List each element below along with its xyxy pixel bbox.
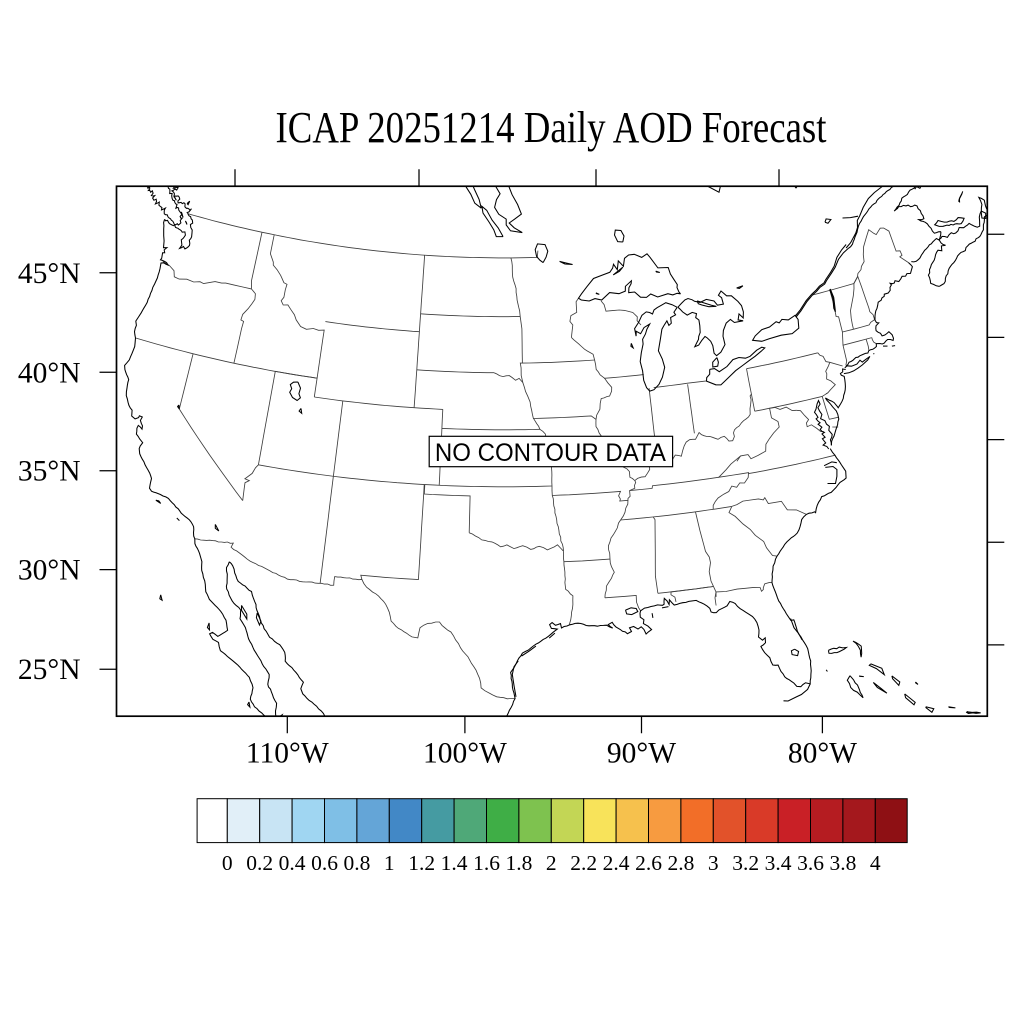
svg-text:2.2: 2.2 (570, 851, 597, 875)
svg-text:NO CONTOUR DATA: NO CONTOUR DATA (435, 440, 667, 467)
svg-text:3: 3 (708, 851, 719, 875)
svg-text:2.8: 2.8 (667, 851, 694, 875)
svg-text:100°W: 100°W (423, 738, 507, 770)
svg-text:80°W: 80°W (788, 738, 857, 770)
svg-text:1.2: 1.2 (408, 851, 435, 875)
svg-text:25°N: 25°N (18, 654, 81, 686)
svg-text:2.4: 2.4 (603, 851, 630, 875)
svg-text:0.6: 0.6 (311, 851, 338, 875)
svg-text:4: 4 (870, 851, 881, 875)
svg-text:0.4: 0.4 (279, 851, 306, 875)
svg-text:ICAP 20251214 Daily AOD Foreca: ICAP 20251214 Daily AOD Forecast (276, 103, 827, 152)
svg-text:0.2: 0.2 (246, 851, 273, 875)
svg-text:90°W: 90°W (607, 738, 676, 770)
svg-text:2.6: 2.6 (635, 851, 662, 875)
svg-text:0: 0 (222, 851, 233, 875)
svg-text:1.8: 1.8 (505, 851, 532, 875)
svg-text:30°N: 30°N (18, 555, 81, 587)
svg-text:110°W: 110°W (246, 738, 329, 770)
svg-text:35°N: 35°N (18, 456, 81, 488)
svg-text:3.4: 3.4 (765, 851, 792, 875)
svg-text:40°N: 40°N (18, 357, 81, 389)
svg-text:3.8: 3.8 (829, 851, 856, 875)
svg-text:1.4: 1.4 (441, 851, 468, 875)
svg-text:2: 2 (546, 851, 557, 875)
svg-text:3.2: 3.2 (732, 851, 759, 875)
svg-text:1: 1 (384, 851, 395, 875)
svg-text:45°N: 45°N (18, 258, 81, 290)
svg-text:1.6: 1.6 (473, 851, 500, 875)
svg-text:0.8: 0.8 (343, 851, 370, 875)
svg-text:3.6: 3.6 (797, 851, 824, 875)
